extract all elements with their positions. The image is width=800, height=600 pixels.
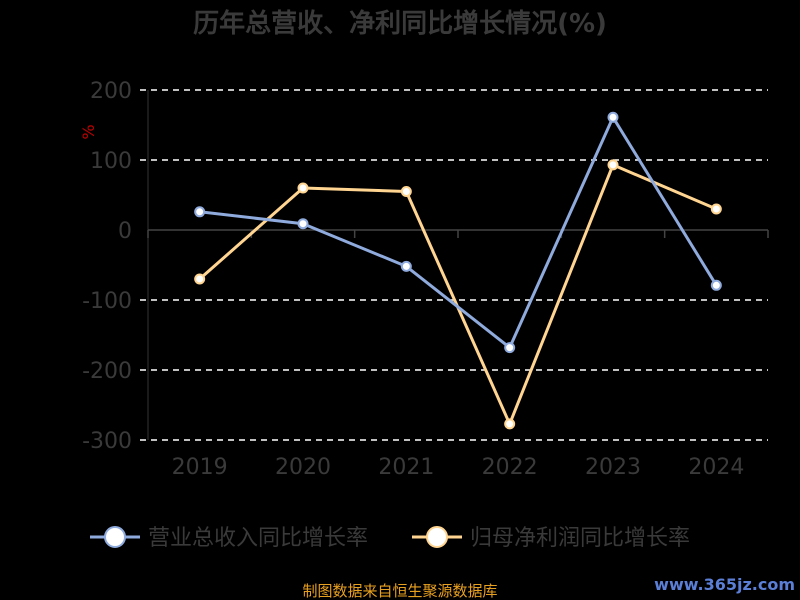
data-point (297, 218, 309, 230)
y-tick-label: -100 (82, 289, 132, 314)
series-line-2 (198, 163, 717, 426)
x-tick-label: 2023 (585, 455, 641, 480)
data-point (710, 203, 722, 215)
data-point (504, 342, 516, 354)
data-point (400, 186, 412, 197)
data-point (607, 159, 619, 171)
data-point (194, 273, 206, 285)
data-point (297, 182, 309, 194)
legend: 营业总收入同比增长率 归母净利润同比增长率 (90, 526, 690, 551)
data-point (194, 206, 206, 218)
legend-label: 营业总收入同比增长率 (148, 526, 368, 551)
series-lines (194, 111, 722, 430)
data-point (400, 260, 412, 272)
y-tick-label: 100 (90, 149, 132, 174)
chart-title: 历年总营收、净利同比增长情况(%) (193, 8, 607, 39)
y-tick-label: 200 (90, 79, 132, 104)
legend-swatch-marker (104, 526, 126, 548)
legend-swatch-marker (426, 526, 448, 548)
series-line-1 (199, 115, 718, 350)
y-tick-label: 0 (118, 219, 132, 244)
watermark: www.365jz.com (654, 575, 795, 594)
y-axis-ticks: 200 100 0 -100 -200 -300 (82, 79, 132, 454)
gridlines (140, 89, 768, 441)
x-tick-label: 2022 (482, 455, 538, 480)
y-axis-label: % (79, 124, 98, 139)
data-point (710, 279, 722, 291)
y-tick-label: -200 (82, 359, 132, 384)
legend-label: 归母净利润同比增长率 (470, 526, 690, 551)
x-tick-label: 2021 (378, 455, 434, 480)
y-tick-label: -300 (82, 429, 132, 454)
x-tick-label: 2024 (688, 455, 744, 480)
x-axis: 2019 2020 2021 2022 2023 2024 (147, 229, 769, 480)
data-source-note: 制图数据来自恒生聚源数据库 (302, 582, 497, 600)
x-tick-label: 2019 (172, 455, 228, 480)
data-point (607, 111, 619, 123)
data-point (504, 418, 516, 430)
x-tick-label: 2020 (275, 455, 331, 480)
